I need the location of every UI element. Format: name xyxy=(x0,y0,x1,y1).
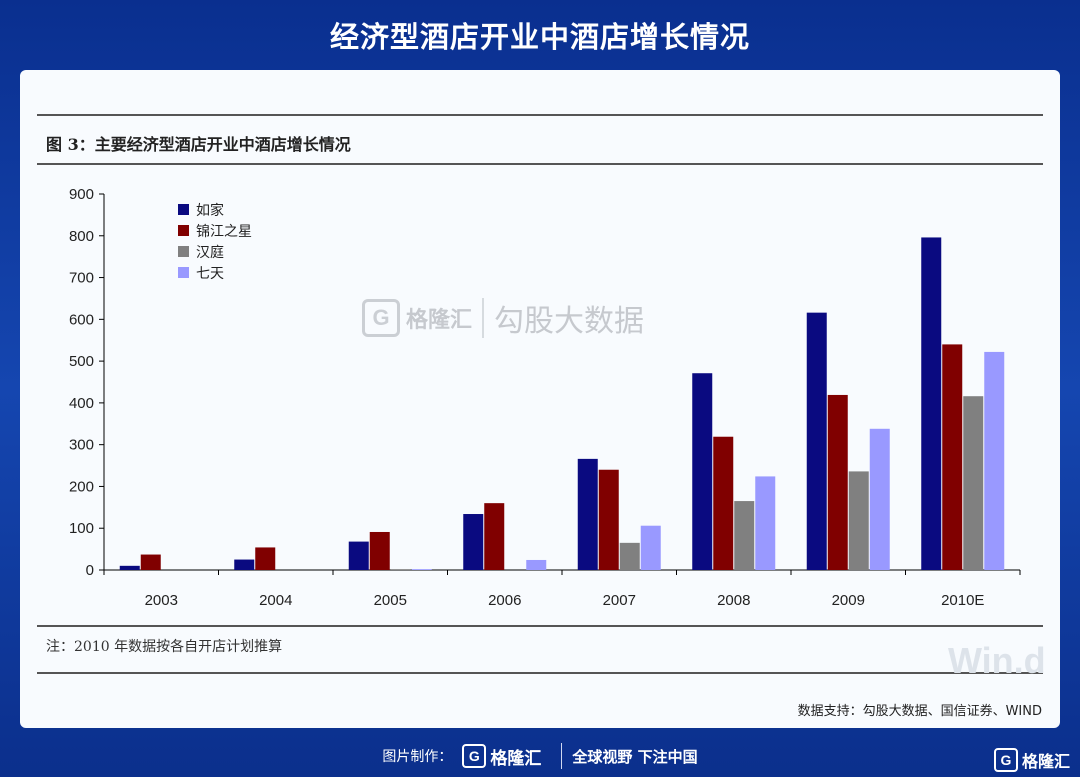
x-tick-label: 2007 xyxy=(603,592,636,609)
legend-swatch-1 xyxy=(178,225,189,236)
bar-2008-1 xyxy=(713,436,734,570)
watermark-divider xyxy=(482,298,485,338)
bar-2009-2 xyxy=(848,471,869,570)
bar-2009-1 xyxy=(827,394,848,570)
watermark: G 格隆汇 勾股大数据 xyxy=(362,296,644,340)
y-tick-label: 700 xyxy=(69,270,94,287)
footer-logo-icon: G xyxy=(462,744,487,768)
bar-2005-1 xyxy=(369,531,390,570)
y-tick-label: 400 xyxy=(69,395,94,412)
bar-2005-3 xyxy=(411,569,432,570)
bar-2008-3 xyxy=(755,476,776,570)
watermark-slogan: 勾股大数据 xyxy=(494,304,645,339)
bar-2009-3 xyxy=(869,428,890,570)
watermark-logo-icon: G xyxy=(362,299,400,337)
corner-logo-icon: G xyxy=(993,748,1018,772)
bar-2003-1 xyxy=(140,554,161,570)
title-rule xyxy=(37,163,1043,165)
x-tick-label: 2004 xyxy=(259,592,292,609)
bar-2004-1 xyxy=(255,547,276,570)
y-axis: 0 100 200 300 400 500 600 700 800 900 xyxy=(69,186,105,579)
bar-2007-1 xyxy=(598,469,619,570)
bar-2005-0 xyxy=(348,541,369,570)
x-tick-label: 2009 xyxy=(832,592,865,609)
x-tick-label: 2003 xyxy=(145,592,178,609)
bar-2010E-0 xyxy=(921,237,942,570)
bars xyxy=(119,237,1005,570)
bar-2006-1 xyxy=(484,503,505,570)
footer-logo-name: 格隆汇 xyxy=(490,748,542,769)
bar-2003-0 xyxy=(119,565,140,570)
bar-2006-3 xyxy=(526,559,547,570)
footer: 图片制作： G 格隆汇 全球视野 下注中国 xyxy=(0,738,1080,774)
legend-swatch-2 xyxy=(178,246,189,257)
bar-2010E-1 xyxy=(942,344,963,570)
bar-2010E-2 xyxy=(963,396,984,570)
bar-2007-3 xyxy=(640,525,661,570)
y-tick-label: 500 xyxy=(69,353,94,370)
bar-2010E-3 xyxy=(984,351,1005,570)
y-tick-label: 800 xyxy=(69,228,94,245)
bar-2008-2 xyxy=(734,501,755,570)
x-tick-label: 2006 xyxy=(488,592,521,609)
legend-label-0: 如家 xyxy=(196,202,224,219)
note-rule xyxy=(37,625,1043,627)
x-tick-label: 2008 xyxy=(717,592,750,609)
corner-logo: G 格隆汇 xyxy=(993,748,1070,772)
legend-swatch-3 xyxy=(178,267,189,278)
page-title: 经济型酒店开业中酒店增长情况 xyxy=(329,20,750,54)
bar-2006-0 xyxy=(463,514,484,570)
chart-card: 图 3：主要经济型酒店开业中酒店增长情况 0 100 200 300 400 500 600… xyxy=(20,70,1060,728)
y-tick-label: 900 xyxy=(69,186,94,203)
bar-2004-0 xyxy=(234,559,255,570)
x-tick-label: 2005 xyxy=(374,592,407,609)
wind-watermark: Win.d xyxy=(948,640,1046,681)
top-rule xyxy=(37,114,1043,116)
footer-logo: G 格隆汇 xyxy=(462,744,541,769)
footer-divider xyxy=(561,743,563,769)
bottom-rule xyxy=(37,672,1043,674)
legend-label-2: 汉庭 xyxy=(196,244,224,261)
data-source: 数据支持：勾股大数据、国信证券、WIND xyxy=(797,704,1042,719)
footer-slogan: 全球视野 下注中国 xyxy=(572,747,698,766)
figure-note: 注：2010 年数据按各自开店计划推算 xyxy=(46,639,283,655)
bar-2005-2 xyxy=(390,569,411,570)
y-tick-label: 300 xyxy=(69,437,94,454)
y-tick-label: 100 xyxy=(69,520,94,537)
legend-swatch-0 xyxy=(178,204,189,215)
x-tick-label: 2010E xyxy=(941,592,984,609)
corner-logo-name: 格隆汇 xyxy=(1021,752,1070,771)
bar-2007-2 xyxy=(619,542,640,570)
watermark-name: 格隆汇 xyxy=(406,308,473,333)
y-tick-label: 0 xyxy=(86,562,94,579)
bar-2009-0 xyxy=(806,312,827,570)
x-axis: 2003 2004 2005 2006 2007 2008 2009 2010E xyxy=(103,569,1021,609)
bar-2007-0 xyxy=(577,458,598,570)
bar-2008-0 xyxy=(692,373,713,570)
figure-title: 图 3：主要经济型酒店开业中酒店增长情况 xyxy=(46,135,351,154)
y-tick-label: 200 xyxy=(69,478,94,495)
legend-label-3: 七天 xyxy=(196,266,224,282)
legend-label-1: 锦江之星 xyxy=(196,223,252,240)
y-tick-label: 600 xyxy=(69,311,94,328)
footer-made-by: 图片制作： xyxy=(382,749,453,765)
